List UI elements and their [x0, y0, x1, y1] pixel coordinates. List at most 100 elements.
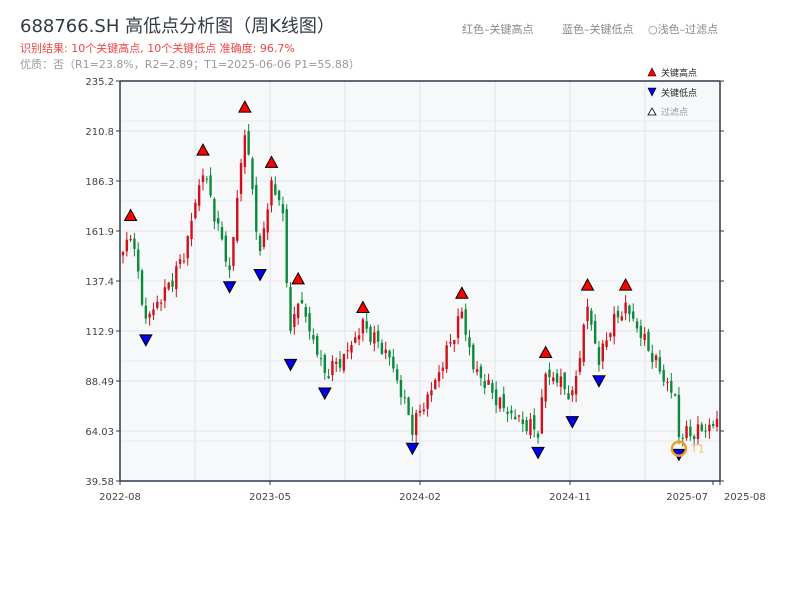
candle-body [647, 331, 650, 351]
candle-body [445, 345, 448, 370]
legend-filtered: ○浅色–过滤点 [648, 23, 719, 36]
legend-high-label: 关键高点 [661, 67, 697, 79]
key-high-marker [196, 143, 210, 156]
candle-body [578, 358, 582, 373]
candle-body [392, 356, 395, 369]
key-high-marker [455, 286, 469, 299]
candle-body [536, 433, 540, 438]
candle-body [510, 410, 513, 414]
candle-body [456, 316, 460, 338]
candle-body [601, 343, 604, 362]
candle-body [315, 336, 319, 355]
candle-body [651, 352, 654, 362]
candle-body [403, 397, 406, 399]
key-high-marker [264, 155, 279, 168]
candle-body [525, 420, 528, 432]
y-tick-label: 112.9 [85, 327, 114, 338]
candle-body [354, 337, 357, 343]
y-tick-label: 235.2 [85, 77, 114, 88]
key-low-marker [405, 442, 420, 456]
candle-body [494, 389, 498, 406]
candle-body [220, 227, 224, 240]
candle-body [453, 339, 456, 344]
candle-body [658, 357, 662, 372]
candle-body [175, 266, 178, 290]
candle-body [441, 367, 445, 371]
candle-body [708, 424, 711, 432]
t1-marker [670, 440, 688, 457]
candle-body [274, 184, 277, 195]
candle-body [498, 397, 502, 409]
candle-body [373, 332, 376, 344]
candle-body [258, 235, 262, 252]
candle-body [689, 426, 692, 437]
candle-body [239, 163, 243, 194]
x-tick-label: 2025-08 [724, 492, 766, 503]
candle-body [487, 379, 490, 385]
key-low-marker [317, 387, 332, 401]
key-low-marker [139, 334, 153, 347]
candle-body [563, 372, 566, 390]
candle-body [704, 430, 707, 432]
candle-body [182, 260, 186, 262]
candle-body [194, 202, 197, 219]
candle-body [247, 131, 250, 155]
candle-body [460, 311, 464, 319]
key-low-marker [565, 416, 580, 429]
candle-body [670, 380, 673, 393]
candle-body [612, 313, 616, 337]
candle-body [308, 313, 311, 332]
candle-body [711, 423, 715, 427]
candle-body [178, 259, 182, 264]
candle-body [605, 340, 608, 347]
legend-high-icon [647, 67, 657, 77]
candle-body [121, 251, 125, 256]
candle-body [426, 394, 429, 409]
candle-body [548, 369, 551, 378]
candle-body [133, 238, 136, 249]
candle-body [312, 335, 315, 340]
candle-body [521, 419, 525, 425]
key-high-marker [356, 300, 370, 314]
candle-body [616, 310, 620, 318]
candle-body [571, 390, 574, 396]
legend-low-icon [647, 87, 657, 97]
candle-body [376, 330, 380, 342]
candle-body [277, 190, 281, 201]
candle-body [430, 390, 433, 396]
candle-body [388, 350, 391, 358]
candle-body [582, 324, 585, 363]
y-tick-label: 161.9 [85, 227, 114, 238]
y-tick-label: 88.49 [85, 377, 114, 388]
candle-body [365, 321, 368, 329]
candle-body [255, 184, 258, 232]
legend-filtered-icon [647, 107, 657, 116]
candle-body [350, 345, 353, 353]
candle-body [677, 394, 681, 438]
candle-body [319, 358, 323, 360]
candle-body [380, 342, 384, 355]
candle-body [597, 347, 601, 365]
candle-body [620, 316, 624, 321]
x-tick-label: 2024-02 [399, 492, 441, 503]
candle-body [140, 270, 144, 305]
candle-body [479, 366, 483, 378]
y-tick-label: 186.3 [85, 177, 114, 188]
candle-body [137, 249, 140, 272]
key-low-marker [592, 375, 606, 388]
candle-body [205, 178, 208, 180]
candle-body [251, 158, 254, 190]
y-tick-label: 210.8 [85, 127, 114, 138]
candle-body [662, 370, 665, 382]
candle-body [609, 333, 612, 338]
candle-body [216, 218, 220, 224]
candle-body [224, 235, 228, 262]
candle-body [544, 373, 547, 402]
candle-body [190, 220, 193, 239]
candle-body [335, 361, 338, 364]
candle-body [159, 302, 163, 304]
candle-body [449, 342, 452, 344]
candle-body [491, 383, 494, 393]
candle-body [296, 303, 300, 318]
candle-body [213, 198, 216, 222]
